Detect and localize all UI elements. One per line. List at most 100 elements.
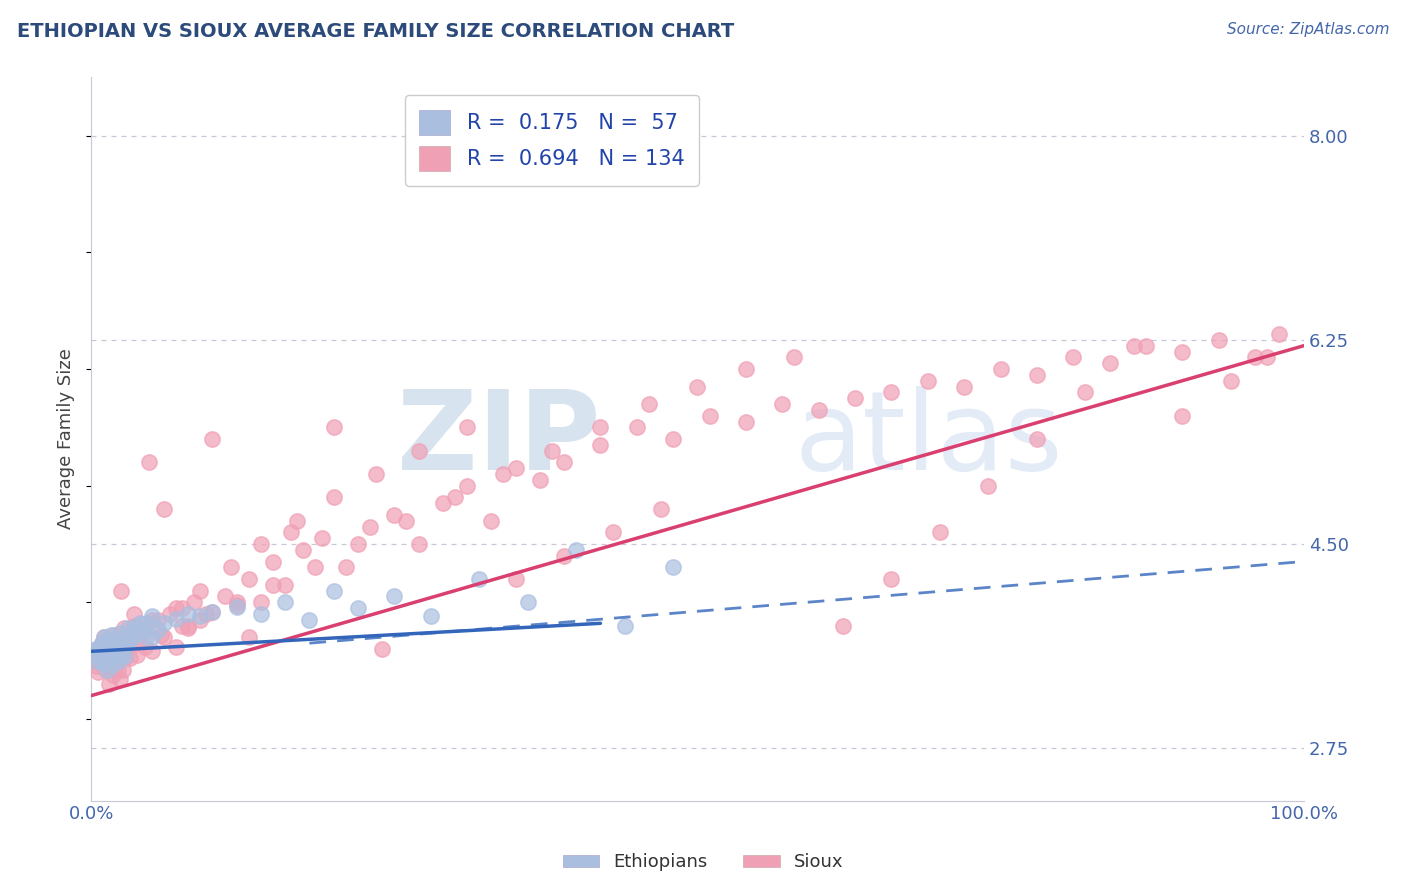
Point	[110, 647, 132, 661]
Point	[98, 648, 121, 663]
Point	[225, 599, 247, 614]
Point	[479, 514, 502, 528]
Point	[371, 642, 394, 657]
Point	[177, 618, 200, 632]
Point	[1098, 356, 1121, 370]
Point	[101, 642, 124, 657]
Point	[262, 554, 284, 568]
Point	[225, 595, 247, 609]
Point	[103, 628, 125, 642]
Point	[90, 651, 112, 665]
Point	[1268, 326, 1291, 341]
Point	[159, 607, 181, 621]
Point	[128, 616, 150, 631]
Point	[118, 632, 141, 647]
Point	[108, 654, 131, 668]
Point	[128, 632, 150, 647]
Point	[104, 660, 127, 674]
Point	[100, 648, 122, 663]
Point	[359, 519, 381, 533]
Point	[101, 667, 124, 681]
Point	[141, 644, 163, 658]
Point	[432, 496, 454, 510]
Legend: R =  0.175   N =  57, R =  0.694   N = 134: R = 0.175 N = 57, R = 0.694 N = 134	[405, 95, 699, 186]
Point	[84, 642, 107, 657]
Point	[112, 630, 135, 644]
Point	[188, 613, 211, 627]
Point	[699, 409, 721, 423]
Point	[112, 621, 135, 635]
Point	[274, 595, 297, 609]
Y-axis label: Average Family Size: Average Family Size	[58, 349, 75, 530]
Point	[250, 537, 273, 551]
Point	[100, 628, 122, 642]
Point	[468, 572, 491, 586]
Point	[127, 648, 149, 662]
Point	[91, 656, 114, 670]
Point	[87, 665, 110, 680]
Point	[382, 508, 405, 522]
Point	[83, 648, 105, 662]
Point	[1123, 339, 1146, 353]
Point	[201, 432, 224, 446]
Point	[322, 491, 344, 505]
Point	[118, 640, 141, 654]
Point	[188, 609, 211, 624]
Point	[107, 635, 129, 649]
Point	[917, 374, 939, 388]
Point	[98, 658, 121, 673]
Point	[382, 590, 405, 604]
Point	[98, 677, 121, 691]
Point	[89, 640, 111, 654]
Point	[214, 590, 236, 604]
Point	[250, 607, 273, 621]
Point	[114, 648, 136, 663]
Point	[87, 644, 110, 658]
Point	[880, 572, 903, 586]
Point	[929, 525, 952, 540]
Point	[285, 514, 308, 528]
Point	[91, 636, 114, 650]
Point	[117, 636, 139, 650]
Point	[83, 654, 105, 668]
Point	[505, 461, 527, 475]
Point	[104, 651, 127, 665]
Point	[93, 630, 115, 644]
Point	[177, 621, 200, 635]
Point	[141, 613, 163, 627]
Point	[613, 618, 636, 632]
Point	[146, 624, 169, 638]
Text: ETHIOPIAN VS SIOUX AVERAGE FAMILY SIZE CORRELATION CHART: ETHIOPIAN VS SIOUX AVERAGE FAMILY SIZE C…	[17, 22, 734, 41]
Point	[238, 630, 260, 644]
Point	[100, 658, 122, 673]
Point	[529, 473, 551, 487]
Point	[807, 402, 830, 417]
Point	[188, 583, 211, 598]
Point	[662, 560, 685, 574]
Point	[589, 438, 612, 452]
Point	[110, 673, 132, 687]
Point	[686, 379, 709, 393]
Point	[1220, 374, 1243, 388]
Point	[456, 420, 478, 434]
Point	[1171, 409, 1194, 423]
Point	[135, 630, 157, 644]
Point	[553, 455, 575, 469]
Point	[131, 624, 153, 638]
Point	[138, 455, 160, 469]
Point	[165, 640, 187, 654]
Point	[408, 443, 430, 458]
Point	[91, 651, 114, 665]
Point	[96, 644, 118, 658]
Point	[122, 628, 145, 642]
Point	[1026, 368, 1049, 382]
Point	[110, 583, 132, 598]
Point	[347, 601, 370, 615]
Point	[395, 514, 418, 528]
Point	[146, 613, 169, 627]
Point	[107, 647, 129, 661]
Point	[1171, 344, 1194, 359]
Point	[177, 607, 200, 621]
Point	[183, 595, 205, 609]
Point	[832, 618, 855, 632]
